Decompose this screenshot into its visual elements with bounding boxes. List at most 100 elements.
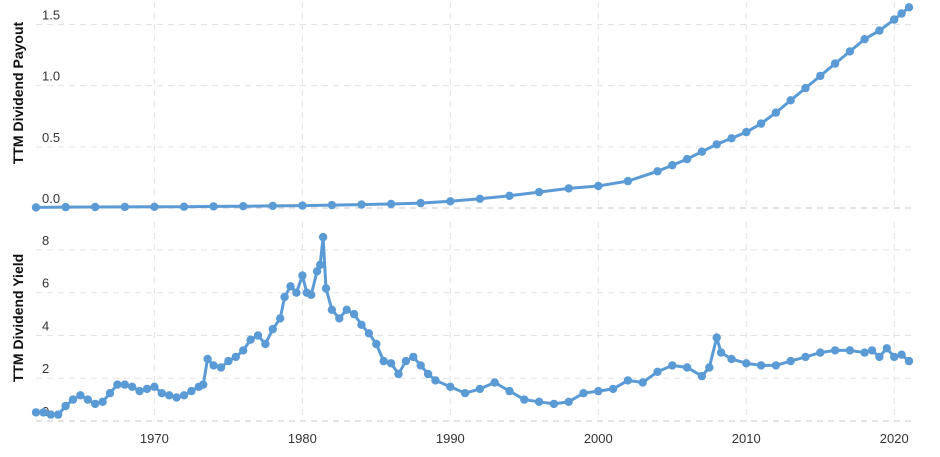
yield-data-point xyxy=(280,292,289,302)
payout-data-point xyxy=(150,202,159,211)
yield-data-point xyxy=(128,382,137,391)
yield-data-point xyxy=(335,314,344,323)
yield-data-point xyxy=(135,386,144,396)
payout-data-point xyxy=(357,200,366,209)
payout-data-point xyxy=(653,167,662,176)
payout-data-point xyxy=(682,154,692,164)
payout-data-point xyxy=(712,140,721,149)
payout-data-point xyxy=(771,108,781,117)
yield-data-point xyxy=(549,399,559,409)
yield-data-point xyxy=(113,380,122,389)
yield-data-point xyxy=(830,346,840,355)
yield-data-point xyxy=(860,348,869,357)
payout-data-point xyxy=(756,119,766,128)
yield-data-point xyxy=(564,397,573,406)
yield-y-axis-label: TTM Dividend Yield xyxy=(10,254,26,382)
yield-data-point xyxy=(904,356,914,366)
yield-data-point xyxy=(31,408,41,417)
yield-data-point xyxy=(756,361,766,370)
payout-data-point xyxy=(623,176,633,186)
yield-data-point xyxy=(594,386,603,396)
yield-data-point xyxy=(105,389,115,398)
x-tick-label: 2010 xyxy=(732,431,761,446)
x-tick-label: 1990 xyxy=(436,431,465,446)
yield-data-point xyxy=(653,367,662,376)
payout-data-point xyxy=(816,71,825,81)
payout-series-line xyxy=(35,6,910,209)
yield-data-point xyxy=(199,380,208,389)
yield-data-point xyxy=(231,352,240,362)
yield-data-point xyxy=(179,391,189,400)
yield-data-point xyxy=(83,395,93,404)
yield-data-point xyxy=(216,363,226,372)
payout-data-point xyxy=(897,9,906,18)
payout-y-tick: 0.0 xyxy=(42,191,60,206)
payout-y-tick: 1.5 xyxy=(42,7,60,22)
payout-data-point xyxy=(446,197,455,206)
payout-data-point xyxy=(386,199,396,209)
yield-data-point xyxy=(520,395,529,404)
yield-data-point xyxy=(372,339,381,349)
yield-data-point xyxy=(867,346,877,355)
yield-data-point xyxy=(460,389,470,398)
yield-data-point xyxy=(187,386,196,396)
yield-data-point xyxy=(157,389,166,398)
yield-data-point xyxy=(882,344,891,353)
yield-data-point xyxy=(712,333,721,342)
yield-data-point xyxy=(327,305,337,314)
payout-data-point xyxy=(801,83,810,93)
yield-data-point xyxy=(239,346,248,355)
payout-data-point xyxy=(475,194,485,203)
yield-data-point xyxy=(416,361,425,370)
yield-y-tick: 2 xyxy=(42,361,49,376)
x-tick-label: 1980 xyxy=(288,431,317,446)
yield-data-point xyxy=(150,382,159,391)
yield-data-point xyxy=(224,356,233,366)
yield-data-point xyxy=(638,378,647,387)
yield-data-point xyxy=(409,352,418,362)
payout-data-point xyxy=(845,47,855,56)
yield-data-point xyxy=(286,282,295,291)
payout-data-point xyxy=(697,147,707,156)
yield-data-point xyxy=(209,361,218,370)
yield-data-point xyxy=(54,410,63,419)
payout-data-point xyxy=(742,127,751,137)
yield-data-point xyxy=(727,354,736,364)
yield-data-point xyxy=(172,393,181,402)
yield-data-point xyxy=(98,397,107,406)
yield-data-point xyxy=(61,401,70,411)
yield-data-point xyxy=(364,329,374,338)
yield-data-point xyxy=(357,320,366,329)
yield-data-point xyxy=(490,378,499,387)
yield-data-point xyxy=(203,354,212,364)
yield-data-point xyxy=(816,348,825,357)
payout-data-point xyxy=(327,200,337,210)
yield-data-point xyxy=(401,356,411,366)
payout-y-tick: 1.0 xyxy=(42,69,60,84)
yield-series-line xyxy=(36,236,910,417)
payout-data-point xyxy=(31,203,41,212)
yield-data-point xyxy=(315,260,325,270)
yield-data-point xyxy=(897,350,906,359)
yield-data-point xyxy=(276,314,285,323)
yield-data-point xyxy=(845,346,855,355)
yield-data-point xyxy=(771,361,781,370)
yield-data-point xyxy=(261,339,270,349)
yield-data-point xyxy=(579,389,588,398)
yield-data-point xyxy=(312,267,322,276)
yield-data-point xyxy=(46,410,55,419)
payout-data-point xyxy=(534,187,544,197)
payout-data-point xyxy=(594,181,603,191)
yield-data-point xyxy=(697,371,707,381)
yield-data-point xyxy=(705,363,714,372)
payout-y-axis-label: TTM Dividend Payout xyxy=(10,21,26,164)
payout-data-point xyxy=(904,3,914,12)
yield-data-point xyxy=(165,391,174,400)
payout-data-point xyxy=(668,161,677,170)
yield-data-point xyxy=(39,408,48,417)
yield-data-point xyxy=(534,397,544,406)
yield-data-point xyxy=(431,376,440,385)
yield-data-point xyxy=(142,384,152,394)
payout-data-point xyxy=(875,26,884,35)
